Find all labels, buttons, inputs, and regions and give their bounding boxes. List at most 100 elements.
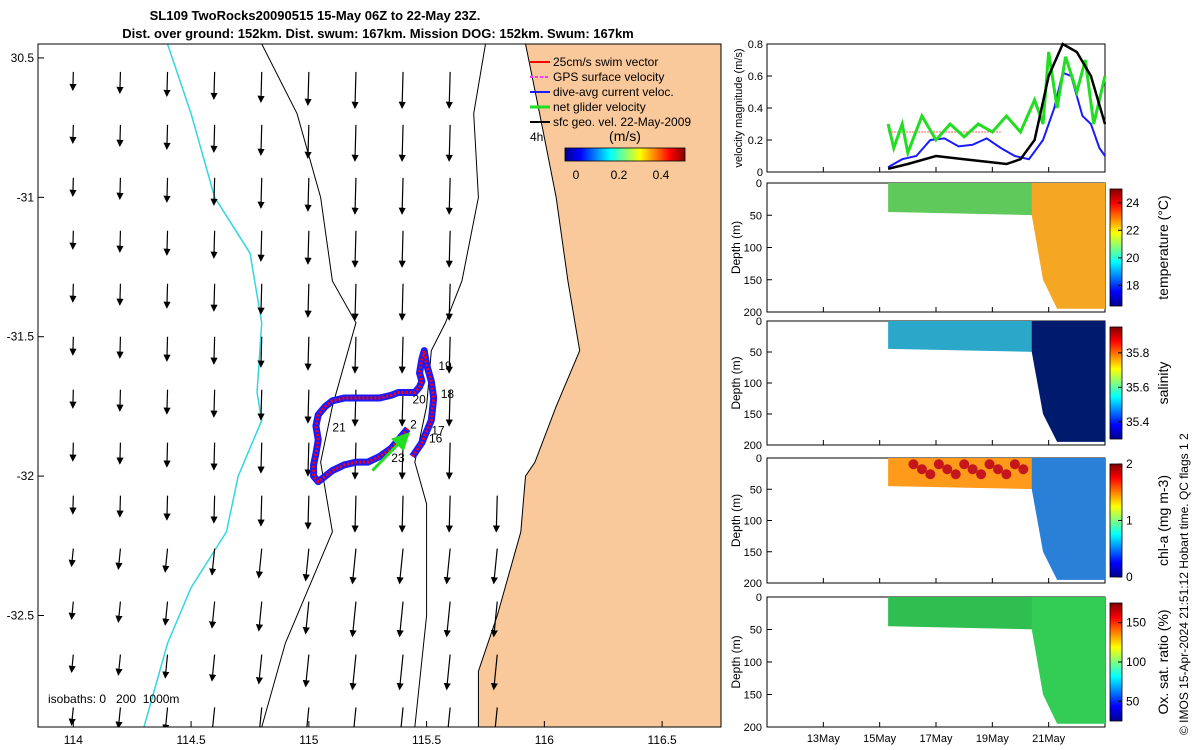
velocity-arrow-32 [163,389,171,415]
temperature-deep-section [1031,183,1105,309]
velocity-arrow-102 [396,654,404,691]
salinity-ytick-label-2: 100 [744,378,762,390]
title-line2: Dist. over ground: 152km. Dist. swum: 16… [122,26,634,41]
velocity-arrow-46 [210,442,218,471]
velocity-arrow-91 [398,71,406,109]
velocity-arrow-92 [398,124,406,162]
day-label-20: 20 [412,393,426,407]
day-label-19: 19 [438,359,452,373]
velocity-arrow-105 [445,124,453,162]
velocity-arrow-50 [209,654,217,682]
salinity-cb-ticklabel-1: 35.6 [1126,380,1150,394]
coast-cyan-line [143,44,263,727]
chl-a-cblabel: chl-a (mg m-3) [1155,475,1171,566]
legend-item-net: net glider velocity [553,100,646,114]
velocity-arrow-56 [257,283,265,315]
chl-dot-6 [959,459,970,470]
day-label-23: 23 [391,451,405,465]
velocity-arrow-68 [304,230,312,265]
map-x-ticks: 114 114.5 115 115.5 116 116.5 [64,721,677,747]
map-ytick-label-4: -32.5 [7,608,35,622]
map-ytick-label-0: 30.5 [11,51,35,65]
velocity-arrow-101 [396,601,404,638]
velocity-arrow-25 [115,707,123,727]
velocity-arrow-114 [443,601,451,638]
velocity-ylabel: velocity magnitude (m/s) [733,48,745,167]
map-xtick-label-115.5: 115.5 [412,733,441,747]
chl-a-ytick-label-2: 100 [744,516,762,528]
velocity-arrow-115 [443,654,451,691]
velocity-arrow-42 [210,230,218,259]
velocity-arrow-55 [257,230,265,262]
velocity-arrow-40 [210,124,218,153]
velocity-arrow-109 [445,336,453,374]
oxygen-cblabel: Ox. sat. ratio (%) [1155,609,1171,714]
velocity-arrow-70 [304,336,312,371]
chl-a-ylabel: Depth (m) [729,494,743,547]
velocity-arrow-72 [304,442,312,477]
temperature-ytick-label-4: 200 [744,307,762,319]
velocity-arrow-12 [68,707,76,726]
colorbar-tick-2: 0.4 [653,168,670,182]
velocity-arrow-41 [210,177,218,206]
chl-a-cb-ticklabel-1: 1 [1126,514,1133,528]
velocity-arrow-64 [259,707,263,727]
oxygen-ytick-label-4: 200 [744,722,762,734]
temperature-cb-ticklabel-0: 24 [1126,196,1140,210]
velocity-arrow-18 [116,336,124,359]
velocity-arrow-79 [351,124,359,162]
time-xtick-label-1: 15May [863,733,897,745]
velocity-arrow-62 [255,601,264,632]
oxygen-ytick-label-3: 150 [744,690,762,702]
velocity-arrow-87 [349,548,357,585]
map-colorbar [564,147,686,162]
velocity-arrow-21 [116,495,124,518]
map-xtick-label-115: 115 [299,733,318,747]
velocity-arrow-78 [351,71,359,109]
temperature-cb-ticklabel-2: 20 [1126,251,1140,265]
velocity-arrow-94 [398,230,406,268]
oxygen-shallow-section [888,597,1041,630]
map-ytick-label-1: -31 [17,190,35,204]
velocity-arrow-86 [351,495,359,533]
temperature-colorbar [1109,188,1123,307]
salinity-cb-ticklabel-0: 35.8 [1126,346,1150,360]
velocity-arrow-36 [162,601,170,626]
time-xtick-label-3: 19May [976,733,1010,745]
velocity-arrow-65 [304,71,312,106]
legend-item-diveavg: dive-avg current veloc. [553,85,674,99]
chl-a-ytick-label-3: 150 [744,547,762,559]
map-ytick-label-2: -31.5 [7,330,35,344]
velocity-ytick-label-4: 0.8 [748,39,763,51]
velocity-arrow-51 [212,707,216,727]
legend-note: 4h [530,130,543,144]
velocity-arrow-81 [351,230,359,268]
velocity-arrow-106 [445,177,453,215]
velocity-arrow-108 [445,283,453,321]
velocity-arrow-69 [304,283,312,318]
chl-a-cb-ticklabel-2: 0 [1126,570,1133,584]
velocity-arrow-71 [304,389,312,424]
velocity-arrow-111 [445,442,453,480]
panel-temperature: 0 50 100 150 200 Depth (m) 24 22 20 18 temperature… [729,178,1171,319]
temperature-ytick-label-0: 0 [756,178,762,190]
time-xtick-label-0: 13May [807,733,841,745]
velocity-ytick-label-2: 0.4 [748,103,763,115]
map-legend: 25cm/s swim vector GPS surface velocity … [530,55,691,182]
oxygen-ytick-label-0: 0 [756,592,762,604]
map-frame [37,43,722,728]
velocity-arrow-100 [396,548,404,585]
colorbar-tick-0: 0 [573,168,580,182]
velocity-series-3 [887,42,1107,171]
salinity-ytick-label-0: 0 [756,316,762,328]
temperature-shallow-section [888,183,1041,216]
chl-dot-7 [967,464,978,475]
velocity-arrow-16 [116,230,124,253]
velocity-arrow-37 [162,654,170,679]
velocity-arrow-58 [257,389,265,421]
velocity-arrow-76 [302,654,310,688]
velocity-arrow-88 [349,601,357,638]
chl-a-ytick-label-0: 0 [756,453,762,465]
